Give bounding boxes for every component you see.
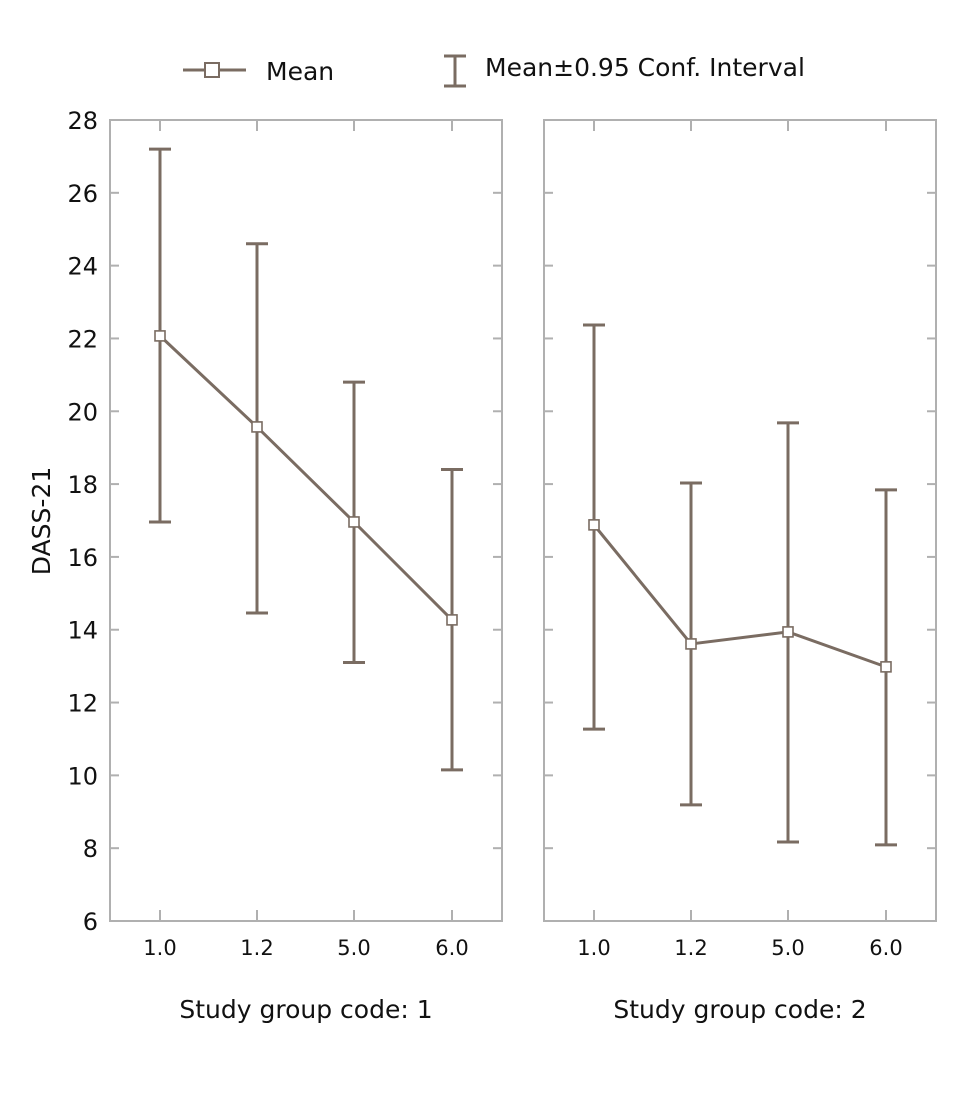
legend: Mean Mean±0.95 Conf. Interval: [183, 53, 805, 88]
x-tick-label: 6.0: [869, 936, 902, 960]
legend-mean-marker-icon: [204, 62, 220, 78]
legend-item-mean: Mean: [183, 57, 334, 86]
mean-point: [685, 638, 697, 650]
mean-point: [880, 661, 892, 673]
y-tick-label: 8: [83, 835, 98, 863]
mean-point: [782, 626, 794, 638]
y-tick-label: 28: [67, 107, 98, 135]
mean-point: [251, 421, 263, 433]
panel-frame: [543, 119, 937, 922]
y-tick-label: 16: [67, 544, 98, 572]
panel-2: 1.0 1.2 5.0 6.0 Study group code: 2: [543, 119, 937, 1024]
mean-point: [154, 330, 166, 342]
y-tick-label: 18: [67, 471, 98, 499]
mean-line: [592, 523, 887, 669]
y-tick-label: 24: [67, 253, 98, 281]
y-tick-labels: 6 8 10 12 14 16 18 20 22 24 26 28: [67, 107, 98, 936]
x-axis-label: Study group code: 1: [179, 995, 432, 1024]
mean-point: [446, 614, 458, 626]
panels: 1.0 1.2 5.0 6.0 Study group code: 1 1.0 1.2 5.0…: [109, 119, 937, 1024]
x-axis-label: Study group code: 2: [613, 995, 866, 1024]
x-tick-label: 5.0: [771, 936, 804, 960]
y-tick-label: 6: [83, 908, 98, 936]
panel-frame: [109, 119, 503, 922]
x-tick-label: 1.0: [577, 936, 610, 960]
y-tick-label: 20: [67, 398, 98, 426]
y-axis-label: DASS-21: [27, 467, 56, 575]
panel-1: 1.0 1.2 5.0 6.0 Study group code: 1: [109, 119, 503, 1024]
y-tick-label: 12: [67, 690, 98, 718]
x-tick-label: 5.0: [337, 936, 370, 960]
mean-point: [588, 519, 600, 531]
legend-item-ci: Mean±0.95 Conf. Interval: [444, 53, 805, 88]
x-tick-label: 1.2: [240, 936, 273, 960]
y-tick-label: 26: [67, 180, 98, 208]
mean-point: [348, 516, 360, 528]
x-tick-label: 1.0: [143, 936, 176, 960]
legend-ci-label: Mean±0.95 Conf. Interval: [485, 53, 805, 82]
y-tick-label: 22: [67, 325, 98, 353]
y-tick-label: 14: [67, 617, 98, 645]
legend-mean-label: Mean: [266, 57, 334, 86]
y-tick-label: 10: [67, 762, 98, 790]
x-tick-label: 1.2: [674, 936, 707, 960]
mean-line: [158, 334, 454, 621]
x-tick-label: 6.0: [435, 936, 468, 960]
